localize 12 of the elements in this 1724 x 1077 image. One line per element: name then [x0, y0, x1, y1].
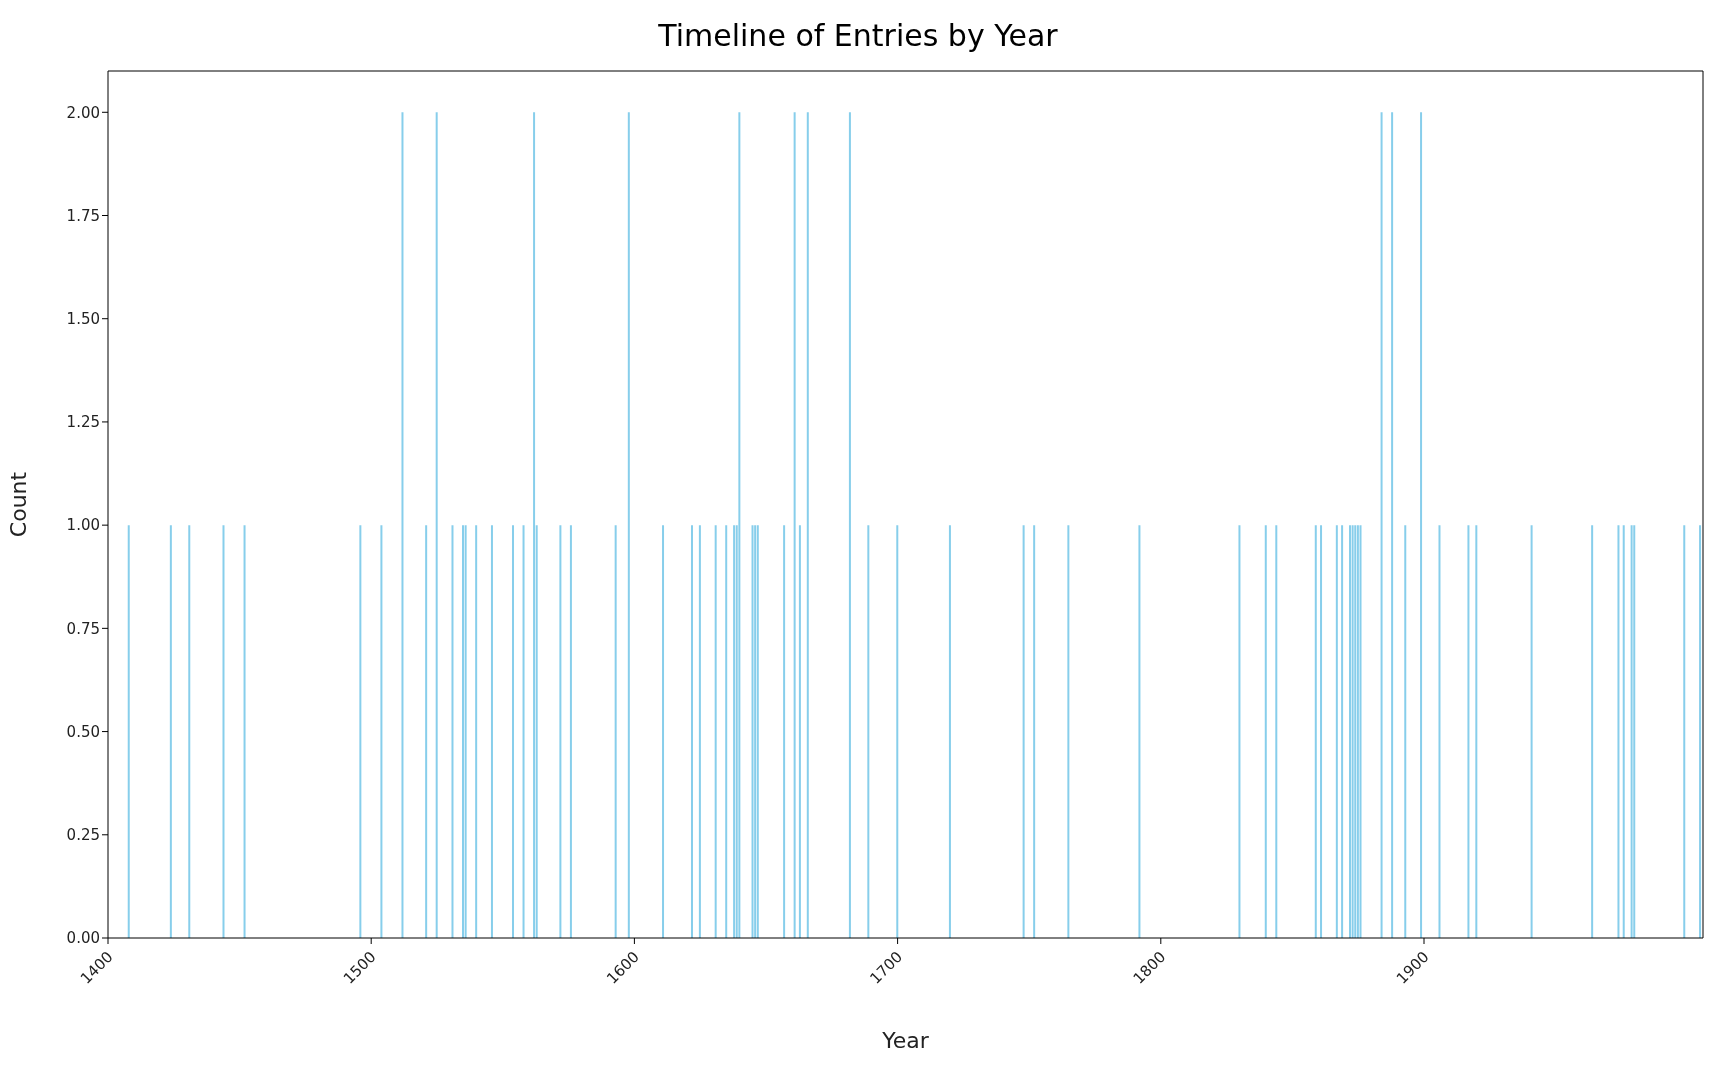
- y-tick-label: 1.50: [66, 310, 100, 329]
- x-axis-title: Year: [881, 1028, 930, 1053]
- y-tick-label: 0.00: [66, 929, 100, 948]
- y-axis-title: Count: [5, 471, 31, 538]
- y-tick-label: 0.25: [66, 826, 100, 845]
- y-tick-label: 1.75: [66, 206, 100, 225]
- y-tick-label: 0.50: [66, 722, 100, 741]
- y-tick-label: 0.75: [66, 619, 100, 638]
- chart-title: Timeline of Entries by Year: [657, 18, 1059, 53]
- y-tick-label: 1.00: [66, 516, 100, 535]
- y-tick-label: 2.00: [66, 103, 100, 122]
- y-tick-label: 1.25: [66, 413, 100, 432]
